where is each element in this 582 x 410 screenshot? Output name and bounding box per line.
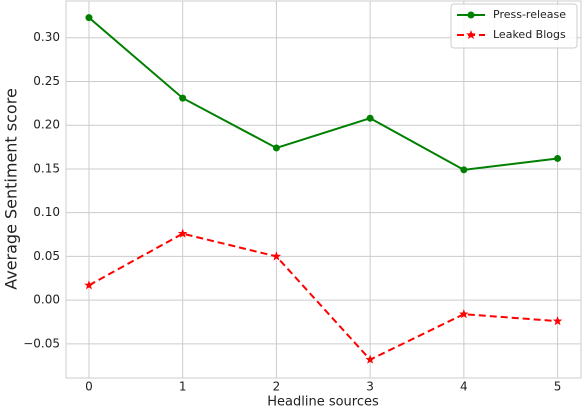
y-tick-label: 0.25 xyxy=(33,74,60,88)
y-tick-label: −0.05 xyxy=(23,336,60,350)
marker xyxy=(466,30,476,40)
marker xyxy=(84,280,94,290)
marker xyxy=(460,166,468,174)
marker xyxy=(271,251,282,261)
y-tick-label: 0.20 xyxy=(33,118,60,132)
legend: Press-release Leaked Blogs xyxy=(450,3,578,49)
y-tick-label: 0.15 xyxy=(33,161,60,175)
marker xyxy=(365,354,375,364)
x-tick-label: 5 xyxy=(554,380,562,394)
marker xyxy=(366,114,374,122)
plot-frame xyxy=(65,0,582,379)
x-tick-label: 2 xyxy=(273,380,281,394)
marker xyxy=(179,94,187,102)
marker xyxy=(554,154,562,162)
y-tick-label: 0.30 xyxy=(33,30,60,44)
series-line xyxy=(88,16,558,171)
marker xyxy=(552,316,563,326)
x-axis-label: Headline sources xyxy=(267,395,379,410)
x-tick-label: 4 xyxy=(460,380,468,394)
x-tick-label: 0 xyxy=(85,380,93,394)
y-tick-label: 0.00 xyxy=(33,293,60,307)
legend-label: Press-release xyxy=(493,8,566,21)
series-line xyxy=(88,232,558,361)
x-tick-label: 3 xyxy=(366,380,374,394)
y-tick-label: 0.05 xyxy=(33,249,60,263)
x-tick-label: 1 xyxy=(179,380,187,394)
y-tick-label: 0.10 xyxy=(33,205,60,219)
marker xyxy=(272,144,280,152)
legend-label: Leaked Blogs xyxy=(493,28,566,41)
marker xyxy=(85,14,93,22)
marker xyxy=(459,309,469,319)
marker xyxy=(467,11,475,19)
y-axis-label: Average Sentiment score xyxy=(2,88,21,290)
marker xyxy=(177,228,188,238)
